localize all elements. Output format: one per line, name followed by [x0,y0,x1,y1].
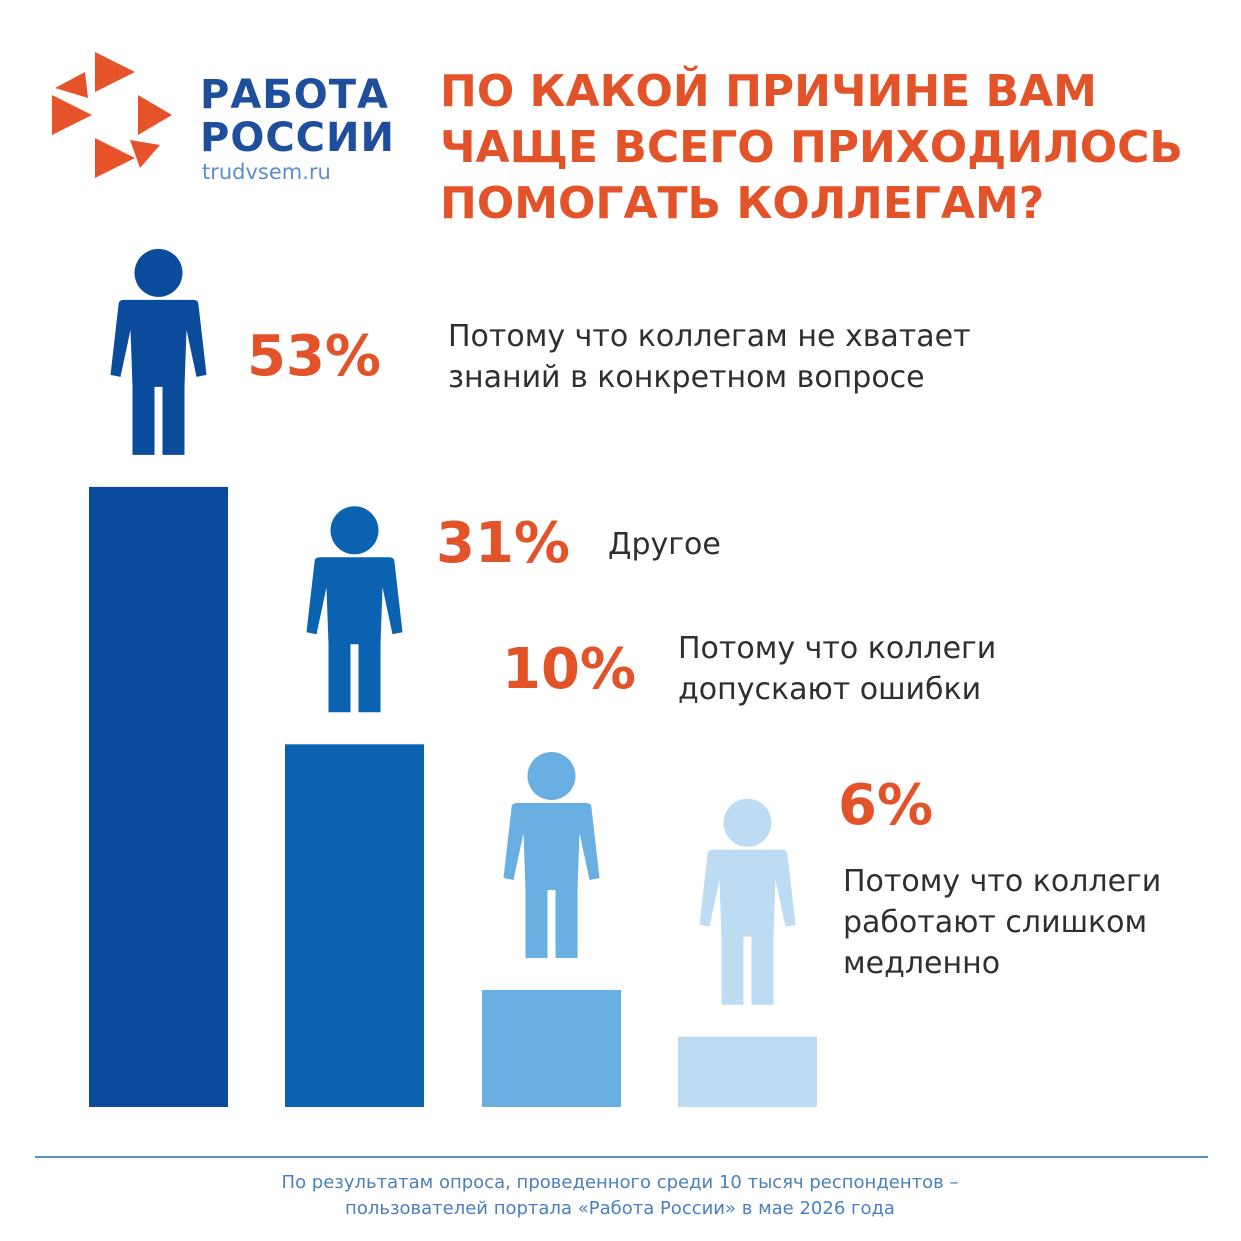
chart-title: ПО КАКОЙ ПРИЧИНЕ ВАМ ЧАЩЕ ВСЕГО ПРИХОДИЛ… [440,66,1183,229]
person-icon [330,506,379,555]
logo-text: РОССИИ [200,115,395,161]
logo-icon [52,52,172,178]
person-icon [134,248,183,297]
person-icon [110,299,207,455]
person-icon [503,803,600,958]
person-icon [306,557,403,713]
bar [285,744,424,1107]
footer-note: По результатам опроса, проведенного сред… [281,1172,959,1219]
bar [482,990,621,1107]
logo-text: РАБОТА [200,72,390,118]
category-label: Потому что коллегам не хватает знаний в … [448,319,971,395]
person-icon [723,798,772,847]
bar [89,486,228,1107]
value-label: 31% [436,511,571,576]
value-label: 10% [502,637,637,702]
person-icon [527,752,576,800]
category-label: Потому что коллеги работают слишком медл… [843,864,1162,981]
person-icon [699,849,796,1005]
bar [678,1036,817,1107]
category-label: Потому что коллеги допускают ошибки [678,631,997,707]
value-label: 53% [247,324,382,389]
logo-site: trudvsem.ru [202,160,331,184]
value-label: 6% [838,773,934,838]
category-label: Другое [608,527,721,562]
